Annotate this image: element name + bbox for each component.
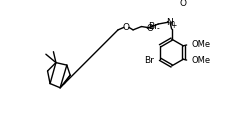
Text: -: - bbox=[156, 25, 159, 34]
Text: +: + bbox=[169, 21, 176, 30]
Text: Br: Br bbox=[144, 56, 153, 65]
Text: N: N bbox=[166, 18, 173, 27]
Text: O: O bbox=[146, 24, 153, 33]
Text: OMe: OMe bbox=[191, 40, 210, 50]
Text: O: O bbox=[178, 0, 185, 8]
Text: Br: Br bbox=[148, 22, 158, 31]
Text: O: O bbox=[122, 23, 129, 32]
Text: OMe: OMe bbox=[191, 56, 210, 65]
